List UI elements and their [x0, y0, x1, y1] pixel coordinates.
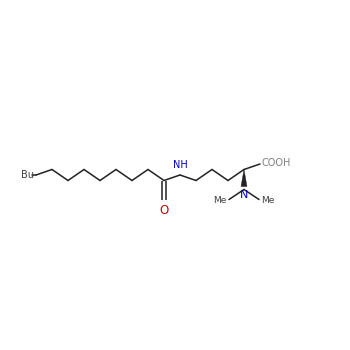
Polygon shape — [241, 169, 247, 187]
Text: COOH: COOH — [262, 158, 291, 168]
Text: O: O — [159, 204, 169, 217]
Text: N: N — [240, 190, 248, 201]
Text: Me: Me — [261, 196, 274, 205]
Text: Me: Me — [214, 196, 227, 205]
Text: NH: NH — [173, 160, 187, 170]
Text: Bu: Bu — [21, 170, 34, 180]
